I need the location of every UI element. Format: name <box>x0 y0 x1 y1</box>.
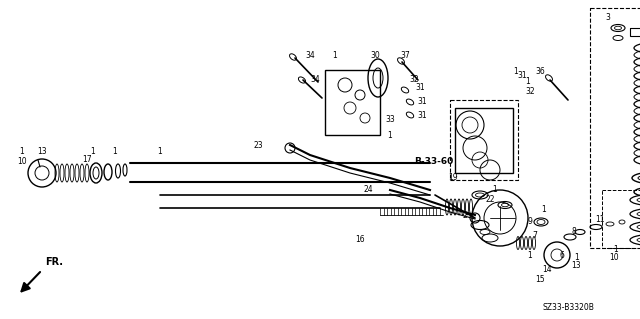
Text: SZ33-B3320B: SZ33-B3320B <box>542 303 594 313</box>
Text: 3: 3 <box>605 13 611 23</box>
Text: 2: 2 <box>463 211 467 220</box>
Text: 34: 34 <box>305 51 315 61</box>
Text: 9: 9 <box>527 218 532 226</box>
Text: 24: 24 <box>363 186 373 195</box>
Bar <box>602 190 640 248</box>
Text: 1: 1 <box>614 246 618 255</box>
Text: 1: 1 <box>575 254 579 263</box>
Text: 13: 13 <box>571 261 581 270</box>
Text: 16: 16 <box>355 235 365 244</box>
Text: 7: 7 <box>532 231 538 240</box>
Text: 31: 31 <box>417 112 427 121</box>
Bar <box>630 28 640 36</box>
Bar <box>450 100 518 180</box>
Text: 13: 13 <box>37 147 47 157</box>
Text: 6: 6 <box>559 250 564 259</box>
Text: FR.: FR. <box>45 257 63 267</box>
Text: 31: 31 <box>415 84 425 93</box>
Text: 1: 1 <box>514 68 518 77</box>
Bar <box>325 70 380 135</box>
Text: 23: 23 <box>253 140 263 150</box>
Text: 14: 14 <box>542 265 552 275</box>
Text: 19: 19 <box>448 174 458 182</box>
Text: 11: 11 <box>595 216 605 225</box>
Text: B-33-60: B-33-60 <box>414 158 454 167</box>
Text: 15: 15 <box>535 276 545 285</box>
Text: 1: 1 <box>91 147 95 157</box>
Text: 22: 22 <box>485 196 495 204</box>
Text: 1: 1 <box>388 130 392 139</box>
Text: 31: 31 <box>517 70 527 79</box>
Text: 30: 30 <box>370 50 380 60</box>
Text: 32: 32 <box>409 76 419 85</box>
Text: 34: 34 <box>310 76 320 85</box>
Text: 1: 1 <box>527 250 532 259</box>
Text: 33: 33 <box>385 115 395 124</box>
Text: 8: 8 <box>572 227 577 236</box>
Text: 1: 1 <box>113 147 117 157</box>
Bar <box>590 8 640 248</box>
Text: 1: 1 <box>541 205 547 214</box>
Text: 31: 31 <box>417 98 427 107</box>
Text: 1: 1 <box>493 186 497 195</box>
Text: 10: 10 <box>17 158 27 167</box>
Text: 37: 37 <box>400 50 410 60</box>
Text: 1: 1 <box>20 147 24 157</box>
Text: 10: 10 <box>609 254 619 263</box>
Text: 1: 1 <box>333 51 337 61</box>
Text: 1: 1 <box>157 147 163 157</box>
Text: 36: 36 <box>535 68 545 77</box>
Text: 32: 32 <box>525 87 535 97</box>
Bar <box>455 108 513 173</box>
Text: 17: 17 <box>82 155 92 165</box>
Text: 1: 1 <box>525 78 531 86</box>
